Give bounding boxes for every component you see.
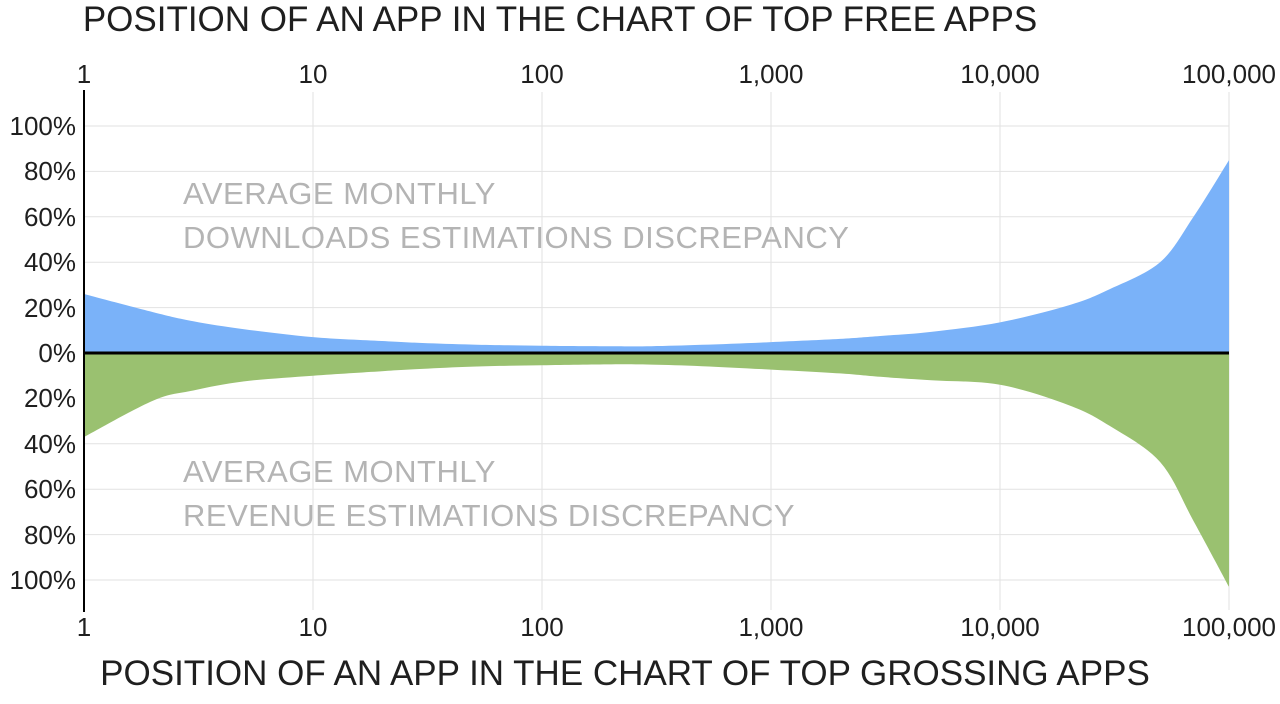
downloads-discrepancy-area	[84, 160, 1229, 353]
revenue-annotation-line1: AVERAGE MONTHLY	[183, 454, 496, 489]
revenue-annotation: AVERAGE MONTHLY REVENUE ESTIMATIONS DISC…	[183, 450, 795, 538]
bottom-axis-title: POSITION OF AN APP IN THE CHART OF TOP G…	[100, 654, 1150, 693]
top-axis-title: POSITION OF AN APP IN THE CHART OF TOP F…	[82, 0, 1038, 39]
downloads-annotation: AVERAGE MONTHLY DOWNLOADS ESTIMATIONS DI…	[183, 172, 849, 260]
revenue-annotation-line2: REVENUE ESTIMATIONS DISCREPANCY	[183, 498, 796, 533]
revenue-discrepancy-area	[84, 353, 1229, 587]
downloads-annotation-line1: AVERAGE MONTHLY	[183, 176, 496, 211]
downloads-annotation-line2: DOWNLOADS ESTIMATIONS DISCREPANCY	[183, 220, 850, 255]
